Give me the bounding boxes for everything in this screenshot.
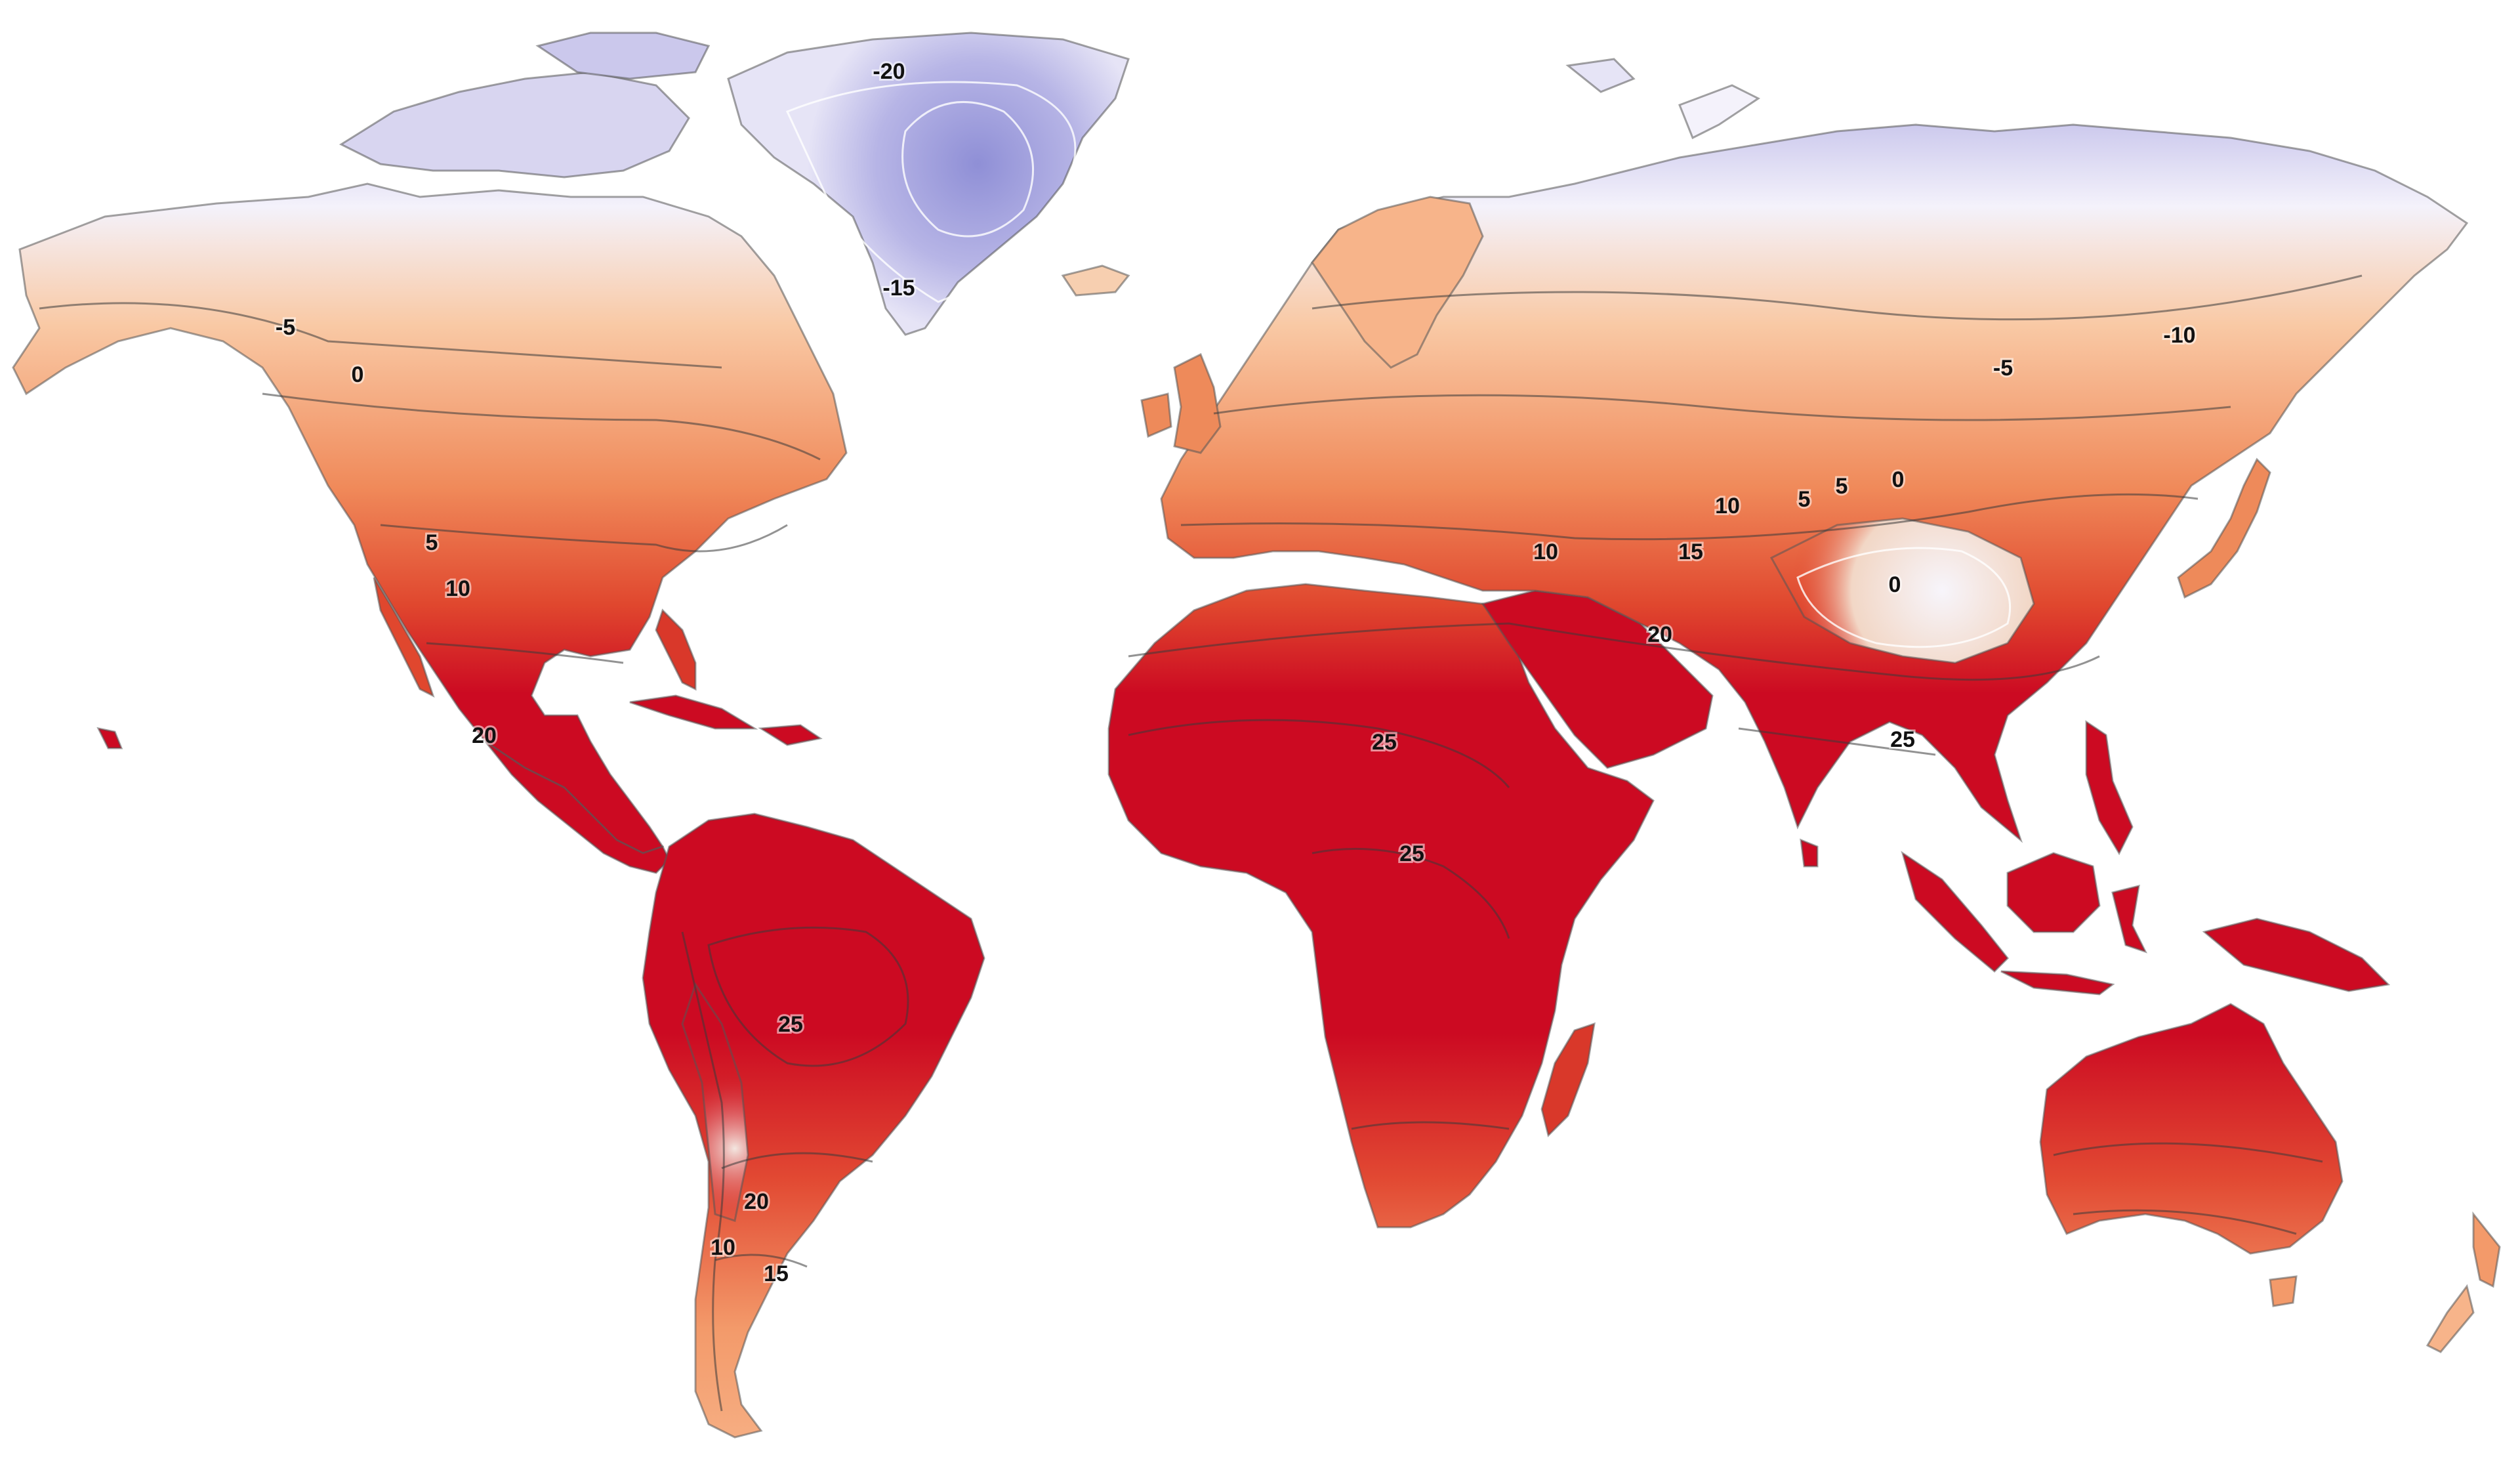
label-mongolia-0: 0 (1892, 467, 1905, 492)
label-argentina-20: 20 (744, 1189, 769, 1214)
south-america-landmass (642, 812, 985, 1439)
north-america-landmass (12, 182, 848, 854)
label-sahara-25: 25 (1372, 730, 1397, 755)
label-central-asia-10: 10 (1715, 494, 1740, 518)
isotherm-south-15 (714, 1209, 2297, 1268)
isotherm-south-20 (721, 1121, 2323, 1170)
label-siberia-minus5: -5 (1993, 356, 2013, 381)
arctic-archipelago-landmass (339, 71, 690, 179)
andes-highland (681, 982, 749, 1222)
label-central-asia-5a: 5 (1798, 487, 1811, 512)
label-himalaya-15: 15 (1678, 539, 1703, 564)
label-turkey-10: 10 (1533, 539, 1558, 564)
label-rockies-10: 10 (445, 576, 470, 601)
novaya-zemlya-landmass (1678, 84, 1760, 140)
isotherm-north-minus5 (39, 274, 2363, 369)
isotherm-tropic-25 (1128, 719, 1936, 788)
new-zealand-south-landmass (2426, 1284, 2475, 1353)
isotherm-greenland-inner (901, 100, 1035, 238)
florida-landmass (655, 608, 697, 691)
svalbard-landmass (1565, 58, 1636, 93)
africa-landmass (1107, 583, 1655, 1229)
label-tibet-0: 0 (1889, 572, 1901, 597)
isotherm-tibet (1796, 547, 2012, 648)
label-central-asia-5b: 5 (1836, 474, 1848, 499)
ireland-landmass (1140, 392, 1172, 438)
label-rockies-5: 5 (426, 530, 438, 555)
label-greenland-minus15: -15 (882, 276, 915, 301)
eurasia-landmass (1160, 123, 2469, 843)
label-greenland-minus20: -20 (873, 59, 905, 84)
borneo-landmass (2006, 852, 2101, 933)
tasmania-landmass (2269, 1275, 2298, 1307)
japan-landmass (2177, 457, 2271, 599)
label-siberia-minus10: -10 (2163, 323, 2195, 348)
label-central-africa-25: 25 (1399, 841, 1424, 866)
java-landmass (2000, 970, 2115, 996)
label-alaska-minus5: -5 (276, 315, 295, 340)
baja-california-landmass (373, 577, 435, 698)
new-zealand-landmass (2472, 1211, 2501, 1288)
iceland-landmass (1061, 264, 1130, 297)
isotherm-amazon-25 (707, 926, 909, 1067)
label-bangladesh-25: 25 (1890, 727, 1915, 752)
isotherm-greenland-outer (785, 81, 1077, 303)
isotherm-north-0 (262, 392, 2231, 461)
label-canada-0: 0 (352, 362, 364, 387)
philippines-landmass (2085, 720, 2134, 856)
sumatra-landmass (1901, 851, 2010, 973)
madagascar-landmass (1540, 1022, 1596, 1137)
isotherm-north-20 (426, 622, 2100, 681)
australia-landmass (2039, 1003, 2344, 1255)
label-amazon-25: 25 (778, 1012, 803, 1037)
label-patagonia-15: 15 (764, 1261, 789, 1286)
hispaniola-landmass (758, 724, 823, 746)
cuba-landmass (629, 694, 758, 730)
label-andes-10: 10 (711, 1235, 735, 1260)
great-britain-landmass (1173, 352, 1222, 454)
greenland-landmass (727, 32, 1130, 336)
isotherm-andes (681, 931, 725, 1412)
new-guinea-landmass (2202, 917, 2391, 992)
isotherm-north-10 (380, 493, 2199, 553)
scandinavia-landmass (1311, 196, 1484, 369)
isotherm-africa-25 (1312, 847, 1510, 939)
label-iran-20: 20 (1647, 622, 1672, 647)
label-mexico-20: 20 (472, 723, 497, 748)
sri-lanka-landmass (1800, 838, 1819, 868)
arctic-island-landmass (535, 32, 711, 80)
hawaii-landmass (96, 727, 123, 749)
sulawesi-landmass (2111, 884, 2147, 954)
